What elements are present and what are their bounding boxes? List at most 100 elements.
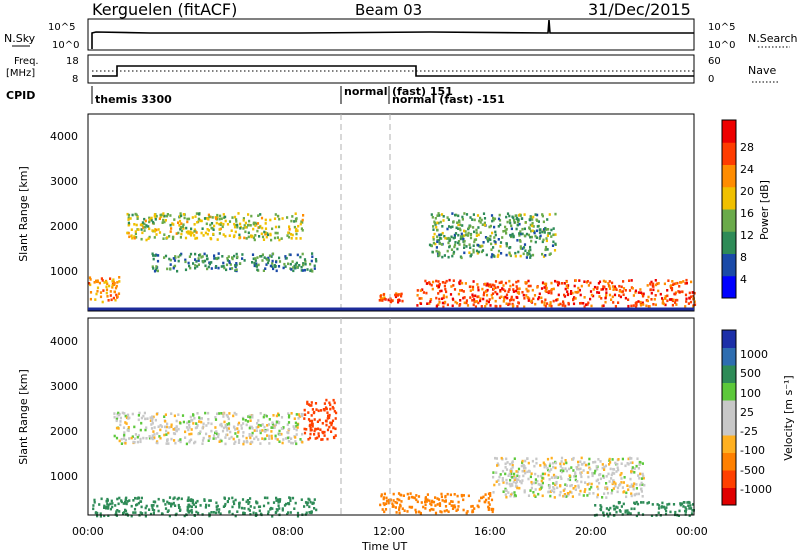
vel-data-feature-0-cell [125,422,128,425]
power-data-feature-5-cell [446,249,449,253]
power-data-feature-3-cell [398,299,401,302]
vel-data-feature-3-cell [392,499,395,502]
vel-data-feature-0-cell [297,417,300,420]
power-data-feature-2-cell [197,257,200,260]
vel-data-feature-3-cell [457,500,460,504]
vel-data-feature-0-cell [186,421,189,425]
vel-data-feature-4-cell [562,469,565,473]
power-data-feature-2-cell [153,269,157,273]
power-data-feature-2-cell [274,265,277,269]
vel-data-feature-0-cell [172,428,175,431]
vel-data-feature-4-cell [594,469,597,473]
vel-data-feature-4-cell [505,478,508,482]
power-data-feature-4-cell [422,291,425,294]
vel-data-feature-1-cell [310,419,314,423]
vel-data-feature-0-cell [151,437,154,441]
power-data-feature-1-cell [277,225,281,229]
power-data-feature-0-cell [96,279,99,282]
vel-data-feature-4-cell [641,462,644,465]
power-data-feature-4-cell [457,292,460,296]
vel-data-feature-0-cell [124,438,127,442]
power-data-feature-1-cell [301,218,304,222]
power-data-feature-1-cell [135,213,138,217]
power-data-feature-2-cell [204,264,207,268]
vel-data-feature-2-cell [193,514,196,517]
power-data-feature-1-cell [169,230,172,233]
vel-data-feature-0-cell [146,417,149,420]
power-data-feature-1-cell [266,233,270,237]
power-data-feature-5-cell [463,243,466,246]
power-data-feature-3-cell [394,295,398,299]
power-data-feature-5-cell [512,216,515,220]
power-data-feature-5-cell [434,217,437,220]
power-data-feature-4-cell [438,297,441,301]
vel-data-feature-0-cell [267,423,271,426]
power-data-feature-5-cell [472,226,475,229]
vel-data-feature-0-cell [236,435,239,438]
vel-data-feature-4-cell [604,464,607,468]
power-data-feature-4-cell [540,300,544,303]
power-data-feature-4-cell [481,287,484,291]
beam-title: Beam 03 [355,1,422,19]
velocity-ytick-4000: 4000 [50,335,78,348]
vel-data-feature-0-cell [190,432,193,436]
power-data-feature-4-cell [642,292,645,296]
vel-data-feature-2-cell [134,511,137,514]
power-data-feature-2-cell [285,256,288,260]
power-data-feature-2-cell [200,256,203,259]
vel-data-feature-1-cell [310,423,313,427]
vel-data-feature-0-cell [224,436,227,439]
power-data-feature-5-cell [544,254,547,257]
vel-data-feature-0-cell [159,436,162,440]
power-data-feature-5-cell [531,253,535,257]
power-data-feature-2-cell [259,255,262,258]
vel-data-feature-5-cell [665,509,668,513]
vel-data-feature-0-cell [194,426,197,430]
vel-data-feature-4-cell [576,480,579,483]
power-data-feature-5-cell [510,224,513,228]
vel-data-feature-4-cell [537,474,540,478]
vel-data-feature-2-cell [189,509,192,513]
power-data-feature-4-cell [435,279,438,283]
vel-data-feature-3-cell [430,507,433,511]
vel-data-feature-4-cell [546,466,549,470]
power-data-feature-4-cell [454,300,457,304]
vel-data-feature-4-cell [614,461,617,465]
vel-data-feature-3-cell [385,496,388,500]
power-data-feature-1-cell [206,232,209,236]
vel-data-feature-0-cell [296,426,299,429]
vel-data-feature-5-cell [672,503,676,506]
power-data-feature-1-cell [178,219,182,223]
vel-data-feature-2-cell [241,506,244,510]
vel-data-feature-3-cell [462,498,465,502]
power-data-feature-4-cell [471,293,474,297]
power-data-feature-1-cell [286,234,289,237]
power-data-feature-5-cell [528,252,531,256]
vel-data-feature-4-cell [561,467,564,470]
vel-data-feature-0-cell [220,424,223,428]
power-data-feature-5-cell [492,216,495,220]
power-data-feature-1-cell [169,214,172,217]
vel-data-feature-4-cell [612,487,615,490]
power-data-feature-1-cell [265,235,268,239]
vel-data-feature-4-cell [570,466,573,469]
vel-data-feature-0-cell [278,429,281,433]
vel-data-feature-4-cell [548,464,551,468]
power-data-feature-0-cell [101,300,104,304]
power-data-feature-1-cell [216,213,219,217]
vel-data-feature-0-cell [246,440,249,444]
power-data-feature-5-cell [432,236,435,239]
vel-data-feature-4-cell [496,462,499,465]
vel-data-feature-2-cell [271,515,274,518]
vel-data-feature-4-cell [504,466,507,469]
power-data-feature-5-cell [465,245,468,248]
power-data-feature-4-cell [459,299,462,302]
vel-data-feature-0-cell [214,418,218,421]
vel-data-feature-1-cell [332,398,335,402]
power-data-feature-5-cell [453,243,457,247]
power-data-feature-5-cell [461,218,464,221]
power-data-feature-5-cell [522,252,525,256]
vel-data-feature-5-cell [687,500,690,504]
power-data-feature-5-cell [514,251,517,255]
vel-data-feature-3-cell [419,511,422,515]
